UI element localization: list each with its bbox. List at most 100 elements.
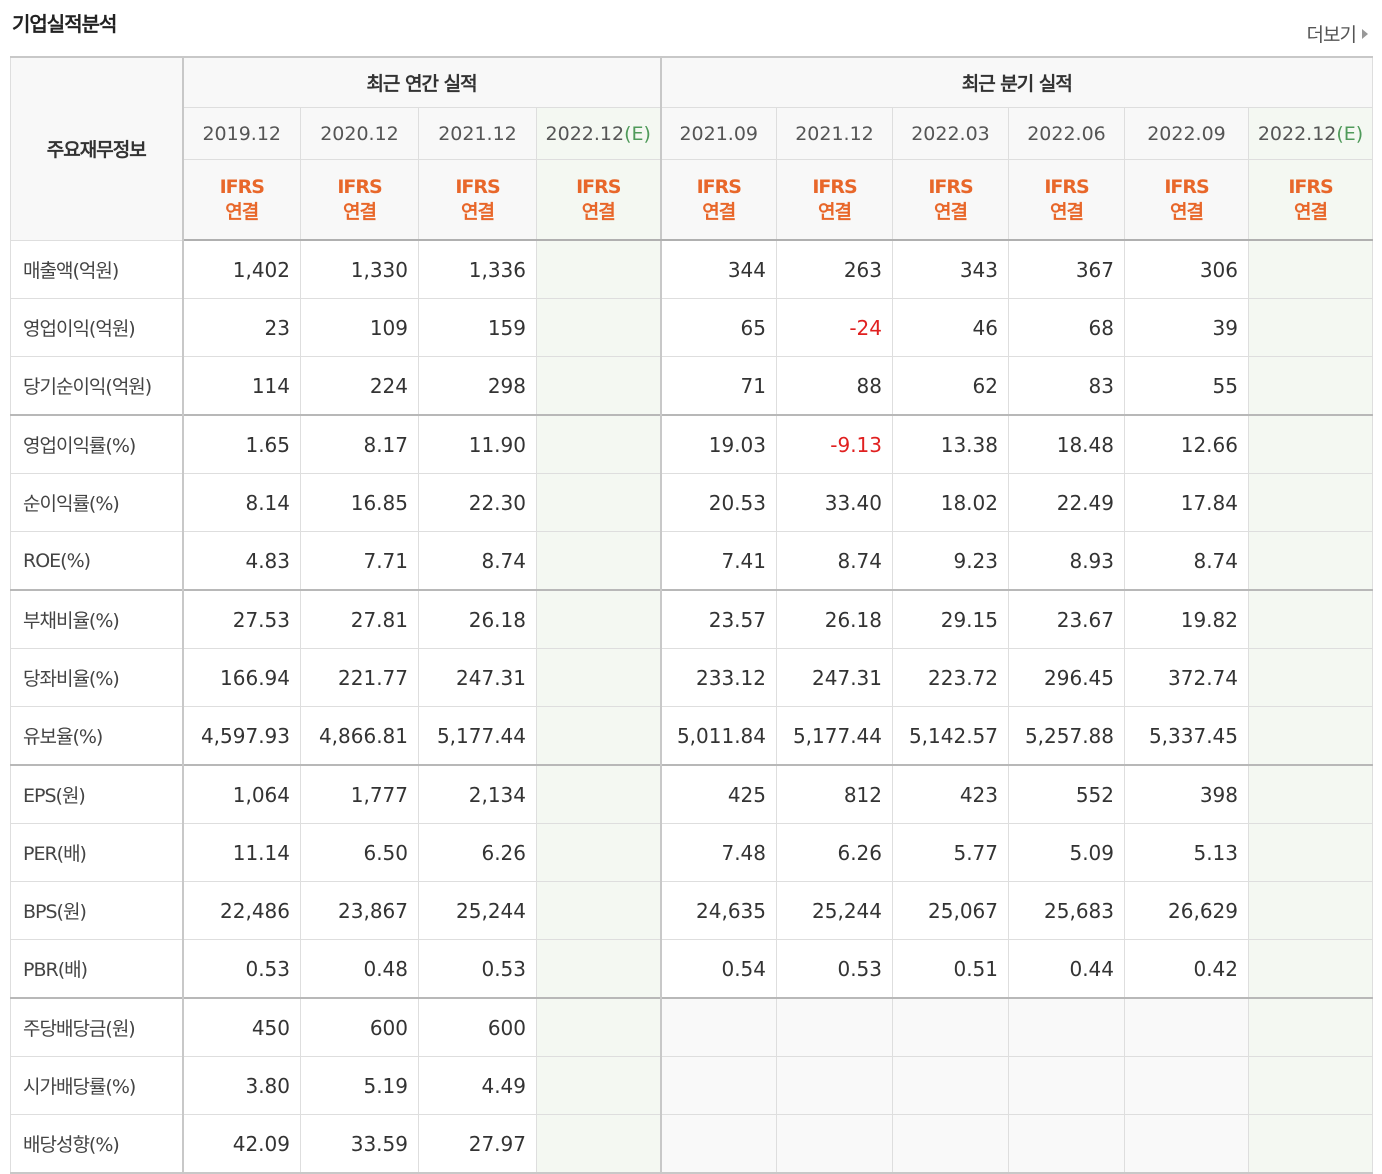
empty-cell <box>1247 356 1374 416</box>
period-header: 2020.12 <box>300 107 419 160</box>
row-label: 부채비율(%) <box>10 589 184 649</box>
empty-cell <box>536 706 661 766</box>
empty-cell <box>1247 589 1374 649</box>
value-cell: 224 <box>300 356 419 416</box>
period-header: 2021.12 <box>418 107 537 160</box>
value-cell: 1,777 <box>300 764 419 824</box>
value-cell: 159 <box>418 298 537 357</box>
data-row: 당좌비율(%) 166.94 221.77 247.31 233.12 247.31 223… <box>10 648 1374 707</box>
consolidation-scope: 연결 <box>225 200 259 223</box>
value-cell: 8.93 <box>1008 531 1125 591</box>
data-row: 주당배당금(원) 450 600 600 <box>10 997 1374 1057</box>
empty-cell <box>536 1056 661 1115</box>
value-cell: 6.50 <box>300 823 419 882</box>
period: 2021.12 <box>438 122 517 145</box>
empty-cell <box>536 939 661 999</box>
value-cell: 552 <box>1008 764 1125 824</box>
empty-cell <box>536 589 661 649</box>
consolidation-scope: 연결 <box>1170 200 1204 223</box>
empty-cell <box>892 1056 1009 1115</box>
data-row: 시가배당률(%) 3.80 5.19 4.49 <box>10 1056 1374 1115</box>
row-label: 매출액(억원) <box>10 239 184 299</box>
basis-header: IFRS 연결 <box>1124 159 1249 241</box>
basis-header: IFRS 연결 <box>776 159 893 241</box>
estimate-mark: (E) <box>624 122 651 145</box>
empty-cell <box>1008 997 1125 1057</box>
more-link[interactable]: 더보기 <box>1307 20 1368 47</box>
period-header: 2022.09 <box>1124 107 1249 160</box>
consolidation-scope: 연결 <box>818 200 852 223</box>
empty-cell <box>776 1114 893 1174</box>
value-cell: -9.13 <box>776 414 893 474</box>
value-cell: 372.74 <box>1124 648 1249 707</box>
value-cell: 343 <box>892 239 1009 299</box>
value-cell: 5.13 <box>1124 823 1249 882</box>
section-header: 최근 분기 실적 <box>659 56 1374 108</box>
empty-cell <box>1247 648 1374 707</box>
value-cell: 7.48 <box>659 823 777 882</box>
value-cell: 306 <box>1124 239 1249 299</box>
row-label: 당좌비율(%) <box>10 648 184 707</box>
accounting-standard: IFRS <box>1164 175 1209 198</box>
empty-cell <box>1247 706 1374 766</box>
row-label: 유보율(%) <box>10 706 184 766</box>
period: 2019.12 <box>202 122 282 145</box>
empty-cell <box>1008 1056 1125 1115</box>
accounting-standard: IFRS <box>1288 175 1333 198</box>
value-cell: 5,142.57 <box>892 706 1009 766</box>
value-cell: 71 <box>659 356 777 416</box>
value-cell: 263 <box>776 239 893 299</box>
accounting-standard: IFRS <box>812 175 857 198</box>
period-header: 2021.12 <box>776 107 893 160</box>
value-cell: 20.53 <box>659 473 777 532</box>
value-cell: 3.80 <box>182 1056 301 1115</box>
value-cell: 25,683 <box>1008 881 1125 940</box>
basis-header: IFRS 연결 <box>418 159 537 241</box>
empty-cell <box>776 1056 893 1115</box>
accounting-standard: IFRS <box>928 175 973 198</box>
value-cell: 5.19 <box>300 1056 419 1115</box>
value-cell: 83 <box>1008 356 1125 416</box>
empty-cell <box>536 881 661 940</box>
value-cell: 8.74 <box>776 531 893 591</box>
empty-cell <box>1247 764 1374 824</box>
row-label: 시가배당률(%) <box>10 1056 184 1115</box>
period-header: 2022.03 <box>892 107 1009 160</box>
data-row: BPS(원) 22,486 23,867 25,244 24,635 25,244 25,0… <box>10 881 1374 940</box>
data-row: EPS(원) 1,064 1,777 2,134 425 812 423 552 398 <box>10 764 1374 824</box>
value-cell: 26.18 <box>776 589 893 649</box>
row-label: EPS(원) <box>10 764 184 824</box>
value-cell: 46 <box>892 298 1009 357</box>
value-cell: 1,064 <box>182 764 301 824</box>
row-label: 당기순이익(억원) <box>10 356 184 416</box>
row-label: PER(배) <box>10 823 184 882</box>
header-row: 주요재무정보 최근 연간 실적 최근 분기 실적 <box>10 56 1374 241</box>
value-cell: 17.84 <box>1124 473 1249 532</box>
value-cell: 23 <box>182 298 301 357</box>
value-cell: 1.65 <box>182 414 301 474</box>
empty-cell <box>659 1114 777 1174</box>
value-cell: 5.09 <box>1008 823 1125 882</box>
empty-cell <box>1124 1114 1249 1174</box>
value-cell: 2,134 <box>418 764 537 824</box>
empty-cell <box>892 997 1009 1057</box>
value-cell: 23,867 <box>300 881 419 940</box>
value-cell: 247.31 <box>776 648 893 707</box>
accounting-standard: IFRS <box>455 175 500 198</box>
value-cell: 88 <box>776 356 893 416</box>
value-cell: 109 <box>300 298 419 357</box>
value-cell: 367 <box>1008 239 1125 299</box>
value-cell: 5,011.84 <box>659 706 777 766</box>
value-cell: 5,337.45 <box>1124 706 1249 766</box>
value-cell: 450 <box>182 997 301 1057</box>
period-header: 2022.12(E) <box>536 107 661 160</box>
data-row: ROE(%) 4.83 7.71 8.74 7.41 8.74 9.23 8.93 8.74 <box>10 531 1374 591</box>
value-cell: 27.81 <box>300 589 419 649</box>
empty-cell <box>536 997 661 1057</box>
row-label: ROE(%) <box>10 531 184 591</box>
value-cell: 42.09 <box>182 1114 301 1174</box>
period: 2022.06 <box>1027 122 1106 145</box>
estimate-mark: (E) <box>1336 122 1364 145</box>
row-label: 순이익률(%) <box>10 473 184 532</box>
value-cell: 1,330 <box>300 239 419 299</box>
